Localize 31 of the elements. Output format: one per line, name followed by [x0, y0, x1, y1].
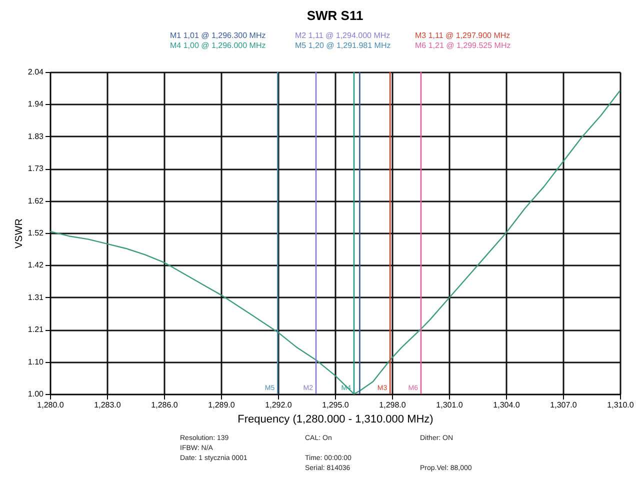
y-tick-label: 1.83 — [28, 132, 44, 141]
y-tick-label: 1.42 — [28, 260, 44, 270]
x-tick-label: 1,283.0 — [94, 400, 122, 410]
text: M5 1,20 @ 1,291.981 MHz — [295, 41, 391, 50]
x-tick-label: 1,310.0 — [607, 400, 634, 410]
text: M6 1,21 @ 1,299.525 MHz — [415, 41, 511, 50]
y-tick-label: 1.31 — [28, 292, 44, 302]
x-tick-label: 1,304.0 — [493, 400, 520, 410]
x-tick-label: 1,295.0 — [322, 400, 350, 410]
x-tick-label: 1,298.0 — [379, 400, 406, 410]
x-tick-label: 1,280.0 — [37, 400, 64, 410]
y-tick-label: 1.52 — [28, 228, 44, 238]
chart-title: SWR S11 — [306, 8, 364, 23]
x-tick-label: 1,301.0 — [436, 400, 464, 410]
text: M2 1,11 @ 1,294.000 MHz — [295, 31, 390, 40]
y-tick-label: 1.94 — [28, 100, 44, 109]
x-tick-label: 1,307.0 — [550, 400, 578, 410]
x-axis-title: Frequency (1,280.000 - 1,310.000 MHz) — [238, 414, 434, 426]
x-tick-label: 1,289.0 — [208, 400, 236, 410]
y-axis-title: VSWR — [14, 218, 25, 248]
y-tick-label: 1.62 — [28, 196, 44, 206]
x-tick-label: 1,286.0 — [151, 400, 178, 410]
y-tick-label: 2.04 — [28, 68, 44, 76]
text: M4 1,00 @ 1,296.000 MHz — [170, 41, 266, 50]
y-tick-label: 1.21 — [28, 325, 44, 334]
text: M3 1,11 @ 1,297.900 MHz — [415, 31, 510, 40]
x-tick-label: 1,292.0 — [265, 400, 292, 410]
text: M1 1,01 @ 1,296.300 MHz — [170, 31, 266, 40]
y-tick-label: 1.00 — [28, 390, 44, 398]
y-tick-label: 1.10 — [28, 357, 44, 366]
y-tick-label: 1.73 — [28, 164, 44, 174]
